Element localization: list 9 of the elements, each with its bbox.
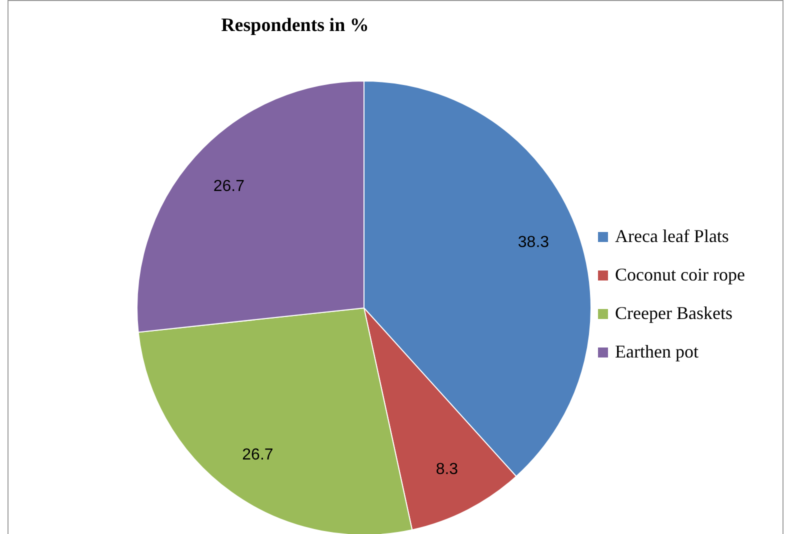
data-label: 26.7 — [242, 446, 274, 464]
legend-label: Areca leaf Plats — [615, 226, 729, 246]
data-label: 8.3 — [436, 460, 458, 478]
data-label: 26.7 — [213, 178, 245, 195]
legend-label: Creeper Baskets — [615, 303, 732, 324]
data-label: 38.3 — [518, 234, 550, 251]
chart-title: Respondents in % — [221, 15, 369, 36]
legend-label: Earthen pot — [615, 342, 698, 362]
legend-label: Coconut coir rope — [615, 264, 745, 285]
